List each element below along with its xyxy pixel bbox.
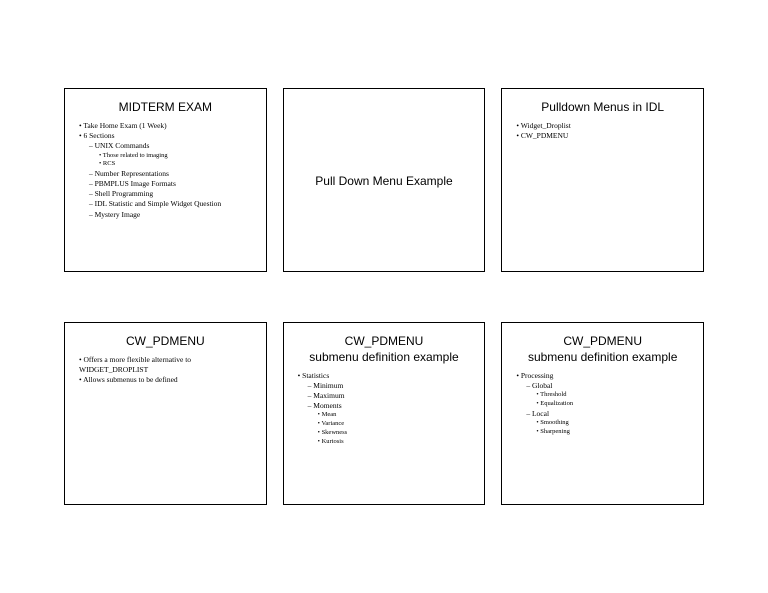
list-item: RCS: [99, 160, 254, 169]
slide-3-list: Widget_Droplist CW_PDMENU: [514, 121, 691, 141]
title-line-1: CW_PDMENU: [563, 334, 642, 348]
slide-5-title: CW_PDMENU submenu definition example: [296, 333, 473, 365]
slide-1-sublist-2: Number Representations PBMPLUS Image For…: [77, 169, 254, 220]
list-item: Those related to imaging: [99, 152, 254, 161]
list-item: Widget_Droplist: [516, 121, 691, 131]
slide-1-subsublist: Those related to imaging RCS: [77, 152, 254, 170]
list-item: Offers a more flexible alternative to WI…: [79, 355, 254, 375]
list-item: Mean: [318, 411, 473, 420]
list-item: IDL Statistic and Simple Widget Question: [89, 199, 254, 209]
slide-5-sublist: Minimum Maximum Moments: [296, 381, 473, 411]
slide-4: CW_PDMENU Offers a more flexible alterna…: [64, 322, 267, 506]
list-item: PBMPLUS Image Formats: [89, 179, 254, 189]
slide-5-subsublist: Mean Variance Skewness Kurtosis: [296, 411, 473, 446]
slide-1-list: Take Home Exam (1 Week) 6 Sections: [77, 121, 254, 141]
slide-5: CW_PDMENU submenu definition example Sta…: [283, 322, 486, 506]
list-item: CW_PDMENU: [516, 131, 691, 141]
list-item: Smoothing: [536, 419, 691, 428]
slide-2-title: Pull Down Menu Example: [315, 173, 452, 189]
list-item: Moments: [308, 401, 473, 411]
slide-6-list: Processing: [514, 371, 691, 381]
slide-4-list: Offers a more flexible alternative to WI…: [77, 355, 254, 385]
slide-4-title: CW_PDMENU: [77, 333, 254, 349]
list-item: Sharpening: [536, 428, 691, 437]
slide-5-list: Statistics: [296, 371, 473, 381]
list-item: UNIX Commands: [89, 141, 254, 151]
slide-1: MIDTERM EXAM Take Home Exam (1 Week) 6 S…: [64, 88, 267, 272]
list-item: Equalization: [536, 400, 691, 409]
list-item: Number Representations: [89, 169, 254, 179]
list-item: Variance: [318, 420, 473, 429]
title-line-2: submenu definition example: [528, 350, 677, 364]
list-item: Kurtosis: [318, 438, 473, 447]
list-item: Global: [526, 381, 691, 391]
list-item: 6 Sections: [79, 131, 254, 141]
slide-6-sublist-a: Global: [514, 381, 691, 391]
list-item: Skewness: [318, 429, 473, 438]
list-item: Maximum: [308, 391, 473, 401]
slide-3-title: Pulldown Menus in IDL: [514, 99, 691, 115]
list-item: Allows submenus to be defined: [79, 375, 254, 385]
slide-6-subsublist-a: Threshold Equalization: [514, 391, 691, 409]
list-item: Mystery Image: [89, 210, 254, 220]
slide-handout-page: MIDTERM EXAM Take Home Exam (1 Week) 6 S…: [0, 0, 768, 593]
list-item: Shell Programming: [89, 189, 254, 199]
list-item: Processing: [516, 371, 691, 381]
list-item: Statistics: [298, 371, 473, 381]
title-line-2: submenu definition example: [309, 350, 458, 364]
list-item: Minimum: [308, 381, 473, 391]
slide-6-sublist-b: Local: [514, 409, 691, 419]
slide-3: Pulldown Menus in IDL Widget_Droplist CW…: [501, 88, 704, 272]
slide-1-sublist: UNIX Commands: [77, 141, 254, 151]
slide-6: CW_PDMENU submenu definition example Pro…: [501, 322, 704, 506]
list-item: Local: [526, 409, 691, 419]
title-line-1: CW_PDMENU: [345, 334, 424, 348]
slide-6-subsublist-b: Smoothing Sharpening: [514, 419, 691, 437]
slide-6-title: CW_PDMENU submenu definition example: [514, 333, 691, 365]
slide-2: Pull Down Menu Example: [283, 88, 486, 272]
list-item: Take Home Exam (1 Week): [79, 121, 254, 131]
list-item: Threshold: [536, 391, 691, 400]
slide-1-title: MIDTERM EXAM: [77, 99, 254, 115]
